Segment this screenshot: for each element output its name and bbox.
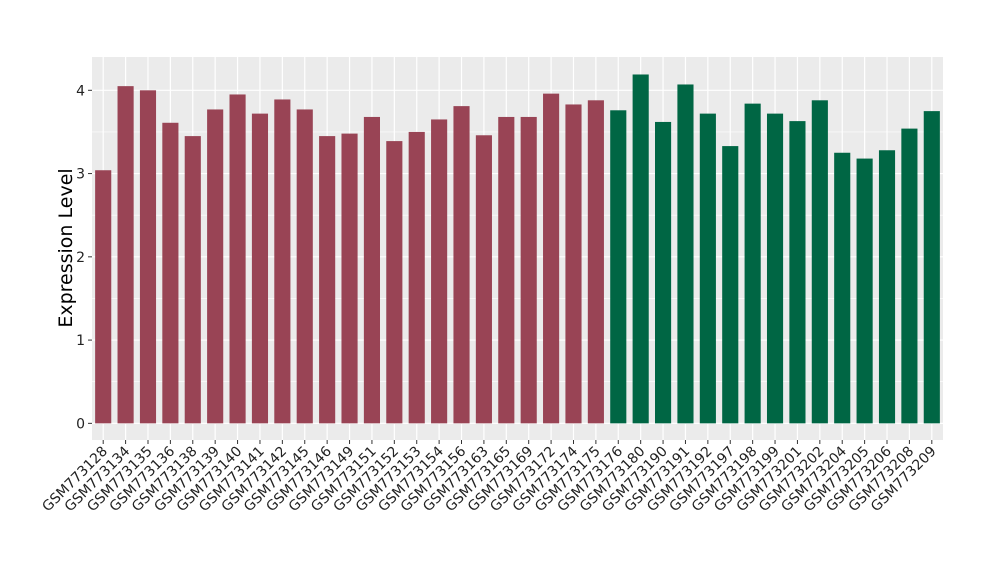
- y-tick-label: 2: [76, 250, 85, 266]
- bar-GSM773140: [229, 94, 246, 424]
- bar-GSM773190: [655, 121, 672, 424]
- bar-GSM773206: [878, 150, 896, 424]
- bar-GSM773151: [363, 116, 380, 424]
- bar-GSM773198: [744, 103, 761, 424]
- bar-GSM773204: [834, 152, 851, 424]
- bar-GSM773199: [766, 113, 784, 424]
- bars: [95, 74, 940, 424]
- bar-GSM773134: [117, 86, 134, 424]
- y-tick-label: 4: [76, 83, 85, 99]
- bar-GSM773153: [408, 131, 425, 424]
- bar-GSM773180: [632, 74, 649, 424]
- bar-GSM773202: [811, 100, 828, 424]
- bar-GSM773154: [431, 119, 448, 424]
- y-tick-label: 3: [76, 167, 85, 183]
- y-tick-label: 0: [76, 416, 85, 432]
- y-axis-title: Expression Level: [55, 168, 77, 327]
- bar-GSM773201: [789, 121, 806, 424]
- bar-GSM773146: [319, 136, 336, 424]
- bar-GSM773156: [453, 106, 470, 424]
- bar-GSM773191: [677, 84, 694, 424]
- bar-GSM773197: [722, 146, 739, 424]
- bar-GSM773135: [139, 90, 157, 424]
- bar-GSM773136: [162, 122, 179, 424]
- bar-GSM773174: [565, 104, 582, 424]
- bar-GSM773142: [274, 99, 291, 424]
- bar-GSM773209: [923, 111, 940, 424]
- bar-GSM773138: [184, 136, 201, 424]
- bar-GSM773149: [341, 133, 358, 424]
- bar-GSM773205: [856, 158, 873, 424]
- bar-GSM773139: [207, 109, 224, 424]
- bar-GSM773192: [699, 113, 716, 424]
- y-tick-label: 1: [76, 333, 85, 349]
- bar-GSM773169: [520, 116, 537, 424]
- bar-GSM773141: [251, 113, 269, 424]
- bar-GSM773145: [296, 109, 313, 424]
- bar-GSM773208: [901, 128, 918, 424]
- bar-GSM773175: [587, 100, 604, 424]
- bar-GSM773172: [543, 93, 560, 424]
- x-axis: GSM773128GSM773134GSM773135GSM773136GSM7…: [39, 440, 940, 515]
- y-axis: 0 1 2 3 4: [76, 83, 92, 432]
- bar-GSM773163: [475, 135, 492, 424]
- bar-GSM773176: [610, 110, 627, 424]
- bar-GSM773128: [95, 170, 112, 424]
- bar-GSM773152: [386, 141, 403, 424]
- bar-GSM773165: [498, 116, 515, 424]
